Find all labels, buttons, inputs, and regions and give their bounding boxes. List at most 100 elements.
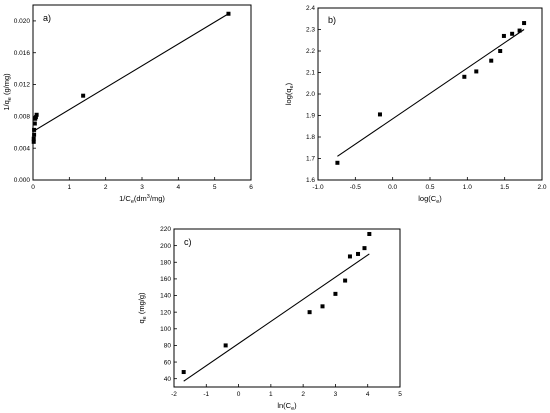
data-point-a [31, 139, 36, 144]
y-tick-label-b: 2.1 [306, 70, 315, 77]
fit-lines-b [337, 29, 525, 157]
data-point-b [517, 28, 522, 33]
x-tick-label-b: 0.0 [388, 184, 397, 191]
y-tick-label-c: 140 [160, 293, 171, 300]
x-tick-label-b: 1.5 [500, 184, 509, 191]
x-tick-label-a: 1 [68, 184, 72, 191]
y-tick-label-a: 0.004 [14, 145, 31, 152]
data-point-a [226, 11, 231, 16]
chart-panel-b: b) -1.0 -0.5 0.0 0.5 1.0 1.5 2.0 1.6 1.7 1.8 1.9 2… [284, 5, 547, 205]
data-point-c [347, 254, 352, 259]
data-point-a [32, 127, 37, 132]
x-ticks-c: -2 -1 0 1 2 3 4 5 [171, 384, 402, 398]
fit-line-b [337, 29, 525, 157]
y-ticks-c: 40 60 80 100 120 140 160 180 200 220 [160, 226, 177, 383]
data-point-b [462, 74, 467, 79]
x-ticks-a: 0 1 2 3 4 5 6 [31, 177, 253, 191]
y-axis-label-b: log(qe) [284, 82, 295, 105]
x-tick-label-b: 1.0 [463, 184, 472, 191]
y-tick-label-a: 0.016 [14, 50, 31, 57]
data-point-b [510, 31, 515, 36]
y-tick-label-a: 0.020 [14, 18, 31, 25]
plot-frame-a [32, 4, 252, 181]
x-ticks-b: -1.0 -0.5 0.0 0.5 1.0 1.5 2.0 [312, 177, 547, 191]
y-tick-label-a: 0.000 [14, 177, 31, 184]
data-point-b [377, 112, 382, 117]
x-tick-label-a: 3 [140, 184, 144, 191]
x-tick-label-a: 5 [213, 184, 217, 191]
data-point-c [223, 343, 228, 348]
data-point-b [489, 58, 494, 63]
x-axis-label-b: log(Ce) [418, 194, 442, 205]
x-axis-label-c: ln(Ce) [277, 401, 297, 412]
y-tick-label-b: 1.7 [306, 156, 315, 163]
data-point-c [181, 370, 186, 375]
x-tick-label-c: 4 [366, 391, 370, 398]
y-tick-label-c: 100 [160, 326, 171, 333]
y-tick-label-b: 2.0 [306, 91, 315, 98]
data-point-c [356, 251, 361, 256]
x-tick-label-a: 2 [104, 184, 108, 191]
y-tick-label-b: 2.4 [306, 5, 315, 12]
x-tick-label-b: 0.5 [425, 184, 434, 191]
x-tick-label-a: 4 [177, 184, 181, 191]
data-point-c [320, 304, 325, 309]
data-points-a [31, 11, 231, 144]
data-point-a [32, 132, 37, 137]
y-tick-label-b: 1.6 [306, 177, 315, 184]
fit-lines-c [183, 253, 370, 382]
panel-label-c: c) [184, 237, 192, 247]
x-tick-label-b: -1.0 [312, 184, 324, 191]
data-point-a [81, 93, 86, 98]
y-tick-label-b: 1.9 [306, 113, 315, 120]
x-tick-label-c: 1 [269, 391, 273, 398]
data-point-b [498, 49, 503, 53]
data-point-b [335, 160, 340, 165]
x-tick-label-c: -1 [203, 391, 209, 398]
y-tick-label-c: 160 [160, 276, 171, 283]
y-tick-label-c: 120 [160, 309, 171, 316]
data-point-a [32, 121, 37, 126]
data-point-b [501, 33, 506, 38]
x-tick-label-c: 2 [301, 391, 305, 398]
data-point-a [31, 136, 36, 141]
data-point-c [367, 231, 372, 236]
data-point-c [343, 278, 348, 283]
data-point-a [33, 115, 38, 120]
data-point-b [474, 69, 479, 74]
fit-line-c [183, 253, 370, 382]
data-point-c [307, 310, 312, 315]
y-axis-label-c: qe (mg/g) [137, 292, 148, 323]
chart-panel-a: a) 0 1 2 3 4 5 6 0.000 0.004 0.008 0.012 0.016 0.02… [2, 4, 253, 205]
panel-label-a: a) [43, 13, 51, 23]
data-point-c [333, 291, 338, 296]
y-tick-label-b: 2.3 [306, 27, 315, 34]
data-point-c [362, 246, 367, 251]
y-tick-label-c: 60 [164, 359, 172, 366]
x-tick-label-a: 0 [31, 184, 35, 191]
y-tick-label-b: 1.8 [306, 134, 315, 141]
chart-panel-c: c) -2 -1 0 1 2 3 4 5 40 60 80 100 120 140 160 180 200 22… [137, 226, 402, 412]
x-tick-label-c: -2 [171, 391, 177, 398]
fit-line-a [32, 13, 229, 132]
y-tick-label-c: 180 [160, 259, 171, 266]
y-ticks-b: 1.6 1.7 1.8 1.9 2.0 2.1 2.2 2.3 2.4 [306, 5, 321, 184]
data-points-c [181, 231, 372, 375]
x-tick-label-c: 5 [398, 391, 402, 398]
y-tick-label-a: 0.012 [14, 82, 31, 89]
fit-lines-a [32, 13, 229, 132]
data-points-b [335, 21, 527, 165]
y-tick-label-a: 0.008 [14, 114, 31, 121]
data-point-a [34, 112, 39, 117]
x-tick-label-c: 0 [237, 391, 241, 398]
plot-frame-c [173, 228, 401, 388]
x-tick-label-b: -0.5 [350, 184, 362, 191]
y-ticks-a: 0.000 0.004 0.008 0.012 0.016 0.020 [14, 18, 36, 184]
x-tick-label-c: 3 [334, 391, 338, 398]
y-axis-label-a: 1/qe (g/mg) [2, 73, 13, 111]
y-tick-label-c: 200 [160, 243, 171, 250]
y-tick-label-c: 220 [160, 226, 171, 233]
data-point-b [522, 21, 527, 26]
y-tick-label-b: 2.2 [306, 48, 315, 55]
